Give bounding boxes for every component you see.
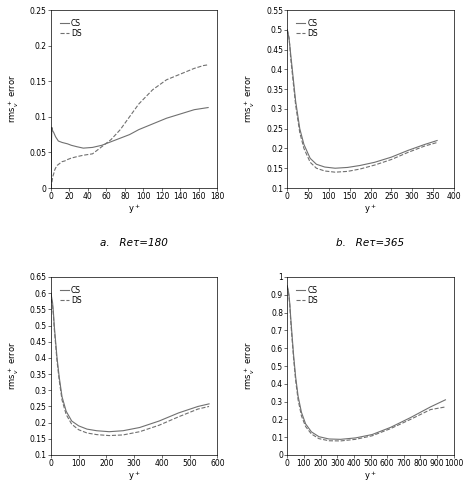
Y-axis label: rms$_v^+$ error: rms$_v^+$ error <box>243 342 257 390</box>
Text: a.   Reτ=180: a. Reτ=180 <box>100 238 168 248</box>
X-axis label: y$^+$: y$^+$ <box>128 202 140 216</box>
Legend: CS, DS: CS, DS <box>58 284 83 306</box>
Legend: CS, DS: CS, DS <box>294 18 319 40</box>
Legend: CS, DS: CS, DS <box>294 284 319 306</box>
Legend: CS, DS: CS, DS <box>58 18 83 40</box>
Y-axis label: rms$_v^+$ error: rms$_v^+$ error <box>243 74 257 124</box>
X-axis label: y$^+$: y$^+$ <box>364 202 377 216</box>
Y-axis label: rms$_v^+$ error: rms$_v^+$ error <box>7 74 21 124</box>
Y-axis label: rms$_v^+$ error: rms$_v^+$ error <box>7 342 21 390</box>
Text: b.   Reτ=365: b. Reτ=365 <box>337 238 405 248</box>
X-axis label: y$^+$: y$^+$ <box>128 470 140 484</box>
X-axis label: y$^+$: y$^+$ <box>364 470 377 484</box>
